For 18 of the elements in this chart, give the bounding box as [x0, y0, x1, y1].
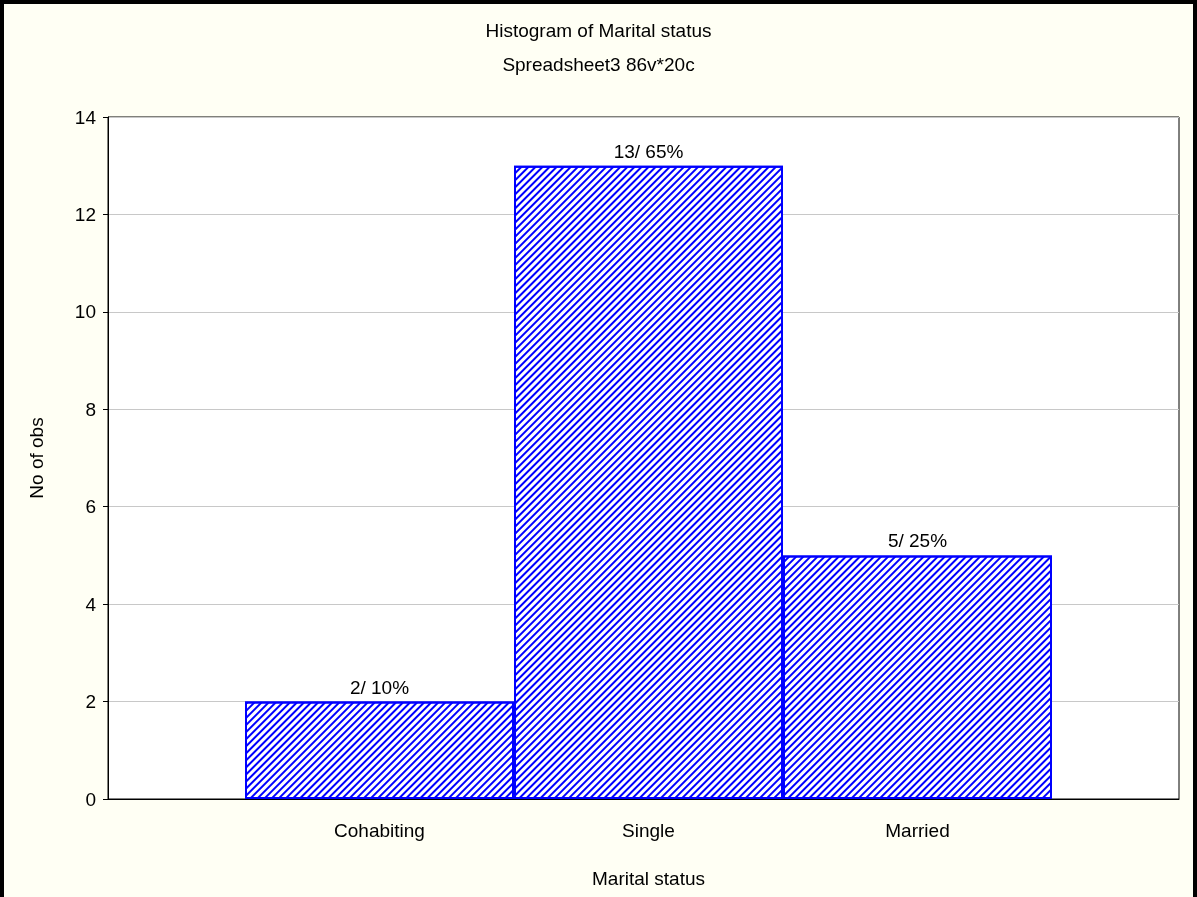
y-tick-label: 2: [85, 691, 96, 713]
x-tick-label: Married: [885, 820, 950, 841]
x-tick-label: Cohabiting: [334, 820, 425, 841]
y-tick-label: 0: [85, 788, 96, 810]
x-axis-title: Marital status: [592, 868, 705, 889]
y-tick-label: 4: [85, 593, 97, 615]
y-tick-label: 12: [74, 203, 96, 225]
y-tick-label: 10: [74, 301, 96, 323]
chart-subtitle: Spreadsheet3 86v*20c: [502, 54, 695, 75]
y-axis-title: No of obs: [26, 417, 47, 499]
data-label: 2/ 10%: [349, 676, 410, 698]
data-label: 13/ 65%: [613, 140, 684, 162]
chart-title: Histogram of Marital status: [485, 20, 712, 41]
x-tick-label: Single: [622, 820, 675, 841]
y-tick-label: 8: [85, 398, 96, 420]
y-tick-label: 14: [74, 106, 97, 128]
y-tick-label: 6: [85, 496, 96, 518]
data-label: 5/ 25%: [887, 530, 948, 552]
